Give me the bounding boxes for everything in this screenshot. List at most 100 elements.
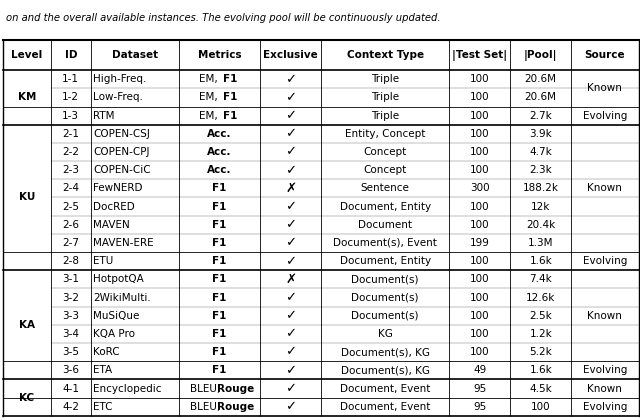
Text: 2-3: 2-3 bbox=[62, 165, 79, 175]
Text: Evolving: Evolving bbox=[583, 402, 627, 412]
Text: Known: Known bbox=[588, 184, 622, 193]
Text: 100: 100 bbox=[470, 92, 490, 102]
Text: 100: 100 bbox=[470, 147, 490, 157]
Text: Known: Known bbox=[588, 383, 622, 394]
Text: Acc.: Acc. bbox=[207, 165, 232, 175]
Text: 3-3: 3-3 bbox=[62, 311, 79, 321]
Text: 2-5: 2-5 bbox=[62, 202, 79, 212]
Text: 1.2k: 1.2k bbox=[529, 329, 552, 339]
Text: 100: 100 bbox=[470, 311, 490, 321]
Text: KA: KA bbox=[19, 320, 35, 330]
Text: Evolving: Evolving bbox=[583, 365, 627, 375]
Text: KM: KM bbox=[18, 92, 36, 102]
Text: 12k: 12k bbox=[531, 202, 550, 212]
Text: ✓: ✓ bbox=[285, 218, 296, 231]
Text: 1-2: 1-2 bbox=[62, 92, 79, 102]
Text: 188.2k: 188.2k bbox=[523, 184, 559, 193]
Text: F1: F1 bbox=[212, 311, 227, 321]
Text: 100: 100 bbox=[470, 220, 490, 230]
Text: ✓: ✓ bbox=[285, 364, 296, 377]
Text: Document(s): Document(s) bbox=[351, 274, 419, 284]
Text: 20.6M: 20.6M bbox=[525, 74, 557, 84]
Text: 1-1: 1-1 bbox=[62, 74, 79, 84]
Text: F1: F1 bbox=[223, 92, 237, 102]
Text: 2-8: 2-8 bbox=[62, 256, 79, 266]
Text: 7.4k: 7.4k bbox=[529, 274, 552, 284]
Text: 12.6k: 12.6k bbox=[526, 293, 556, 302]
Text: Rouge: Rouge bbox=[217, 383, 254, 394]
Text: 1.6k: 1.6k bbox=[529, 256, 552, 266]
Text: BLEU,: BLEU, bbox=[190, 402, 221, 412]
Text: 2.7k: 2.7k bbox=[529, 110, 552, 121]
Text: 100: 100 bbox=[470, 347, 490, 357]
Text: 100: 100 bbox=[531, 402, 550, 412]
Text: 95: 95 bbox=[473, 402, 486, 412]
Text: ✓: ✓ bbox=[285, 91, 296, 104]
Text: 3-5: 3-5 bbox=[62, 347, 79, 357]
Text: ✗: ✗ bbox=[285, 182, 296, 195]
Text: 1-3: 1-3 bbox=[62, 110, 79, 121]
Text: Concept: Concept bbox=[364, 147, 407, 157]
Text: ✓: ✓ bbox=[285, 291, 296, 304]
Text: F1: F1 bbox=[212, 329, 227, 339]
Text: Evolving: Evolving bbox=[583, 110, 627, 121]
Text: ✓: ✓ bbox=[285, 400, 296, 413]
Text: 100: 100 bbox=[470, 129, 490, 139]
Text: F1: F1 bbox=[212, 220, 227, 230]
Text: 20.4k: 20.4k bbox=[526, 220, 556, 230]
Text: ✓: ✓ bbox=[285, 255, 296, 268]
Text: Document(s): Document(s) bbox=[351, 311, 419, 321]
Text: Document(s): Document(s) bbox=[351, 293, 419, 302]
Text: F1: F1 bbox=[212, 202, 227, 212]
Text: MAVEN-ERE: MAVEN-ERE bbox=[93, 238, 154, 248]
Text: 4-1: 4-1 bbox=[62, 383, 79, 394]
Text: FewNERD: FewNERD bbox=[93, 184, 143, 193]
Text: COPEN-CSJ: COPEN-CSJ bbox=[93, 129, 150, 139]
Text: ✓: ✓ bbox=[285, 127, 296, 140]
Text: 2-4: 2-4 bbox=[62, 184, 79, 193]
Text: KU: KU bbox=[19, 192, 35, 202]
Text: 20.6M: 20.6M bbox=[525, 92, 557, 102]
Text: F1: F1 bbox=[223, 110, 237, 121]
Text: Dataset: Dataset bbox=[112, 50, 158, 60]
Text: Known: Known bbox=[588, 311, 622, 321]
Text: 2-6: 2-6 bbox=[62, 220, 79, 230]
Text: KC: KC bbox=[19, 393, 35, 403]
Text: 100: 100 bbox=[470, 110, 490, 121]
Text: Evolving: Evolving bbox=[583, 256, 627, 266]
Text: ✓: ✓ bbox=[285, 109, 296, 122]
Text: Rouge: Rouge bbox=[217, 402, 254, 412]
Text: High-Freq.: High-Freq. bbox=[93, 74, 147, 84]
Text: Document(s), KG: Document(s), KG bbox=[340, 347, 429, 357]
Text: 2.5k: 2.5k bbox=[529, 311, 552, 321]
Text: ✓: ✓ bbox=[285, 328, 296, 341]
Text: |Test Set|: |Test Set| bbox=[452, 50, 508, 60]
Text: F1: F1 bbox=[212, 274, 227, 284]
Text: Metrics: Metrics bbox=[198, 50, 241, 60]
Text: Level: Level bbox=[12, 50, 42, 60]
Text: Concept: Concept bbox=[364, 165, 407, 175]
Text: Context Type: Context Type bbox=[347, 50, 424, 60]
Text: 3-6: 3-6 bbox=[62, 365, 79, 375]
Text: Document, Event: Document, Event bbox=[340, 383, 430, 394]
Text: EM,: EM, bbox=[199, 110, 218, 121]
Text: Entity, Concept: Entity, Concept bbox=[345, 129, 426, 139]
Text: Document, Entity: Document, Entity bbox=[340, 256, 431, 266]
Text: 3-4: 3-4 bbox=[62, 329, 79, 339]
Text: 95: 95 bbox=[473, 383, 486, 394]
Text: ✓: ✓ bbox=[285, 73, 296, 86]
Text: 199: 199 bbox=[470, 238, 490, 248]
Text: 4.5k: 4.5k bbox=[529, 383, 552, 394]
Text: Triple: Triple bbox=[371, 110, 399, 121]
Text: ✓: ✓ bbox=[285, 145, 296, 158]
Text: COPEN-CiC: COPEN-CiC bbox=[93, 165, 150, 175]
Text: 100: 100 bbox=[470, 256, 490, 266]
Text: BLEU,: BLEU, bbox=[190, 383, 221, 394]
Text: Source: Source bbox=[584, 50, 625, 60]
Text: F1: F1 bbox=[212, 184, 227, 193]
Text: F1: F1 bbox=[212, 238, 227, 248]
Text: 2.3k: 2.3k bbox=[529, 165, 552, 175]
Text: Known: Known bbox=[588, 83, 622, 93]
Text: COPEN-CPJ: COPEN-CPJ bbox=[93, 147, 150, 157]
Text: Exclusive: Exclusive bbox=[263, 50, 318, 60]
